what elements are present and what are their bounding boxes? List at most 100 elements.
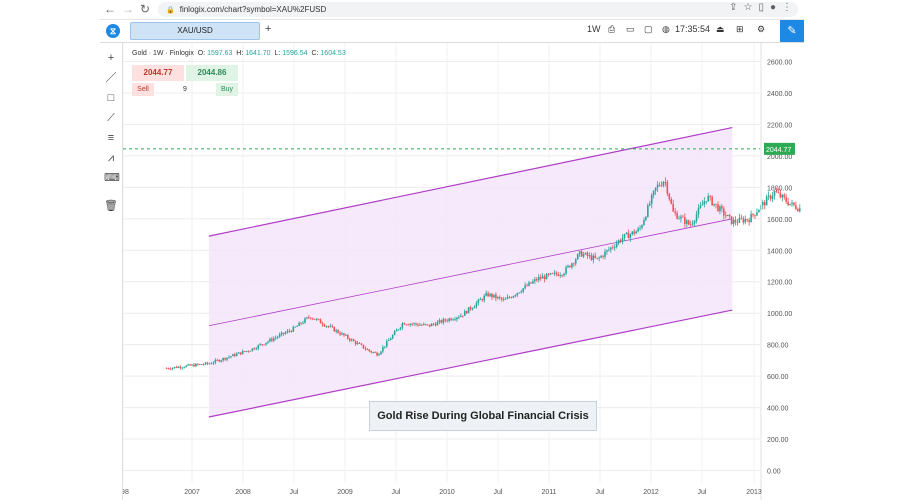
browser-action-icons[interactable]: ⇪☆▯●⋮	[729, 2, 798, 13]
trendline-icon[interactable]: ／	[105, 72, 117, 84]
price-chart[interactable]: 0.00 200.00 400.00 600.00 800.00 1000.00 1200.…	[123, 43, 804, 500]
candle-body	[421, 324, 423, 326]
candle-body	[181, 367, 184, 369]
candle-body	[171, 367, 174, 370]
y-tick-label: 1200.00	[767, 280, 792, 287]
candle-body	[537, 277, 540, 281]
price-axis[interactable]: 0.00 200.00 400.00 600.00 800.00 1000.00 1200.…	[760, 43, 792, 500]
candle-body	[167, 368, 170, 370]
candle-body	[785, 197, 787, 202]
candle-body	[763, 202, 766, 206]
candle-body	[450, 318, 452, 321]
chart-annotation[interactable]: Gold Rise During Global Financial Crisis	[369, 401, 597, 431]
forward-icon[interactable]: →	[122, 2, 134, 16]
candle-body	[674, 211, 676, 214]
edit-icon[interactable]: ✎	[780, 20, 804, 42]
settings-icon[interactable]: ⚙	[757, 24, 766, 34]
candle-body	[586, 252, 589, 257]
candle-body	[678, 218, 680, 220]
candle-body	[555, 272, 558, 275]
y-tick-label: 1400.00	[767, 248, 792, 255]
candle-body	[257, 345, 260, 349]
logo-icon[interactable]: ⧖	[106, 24, 120, 38]
candle-body	[288, 330, 291, 332]
candle-body	[761, 202, 764, 206]
fib-lines-icon[interactable]: ≡	[107, 132, 115, 144]
x-tick-label: Jul	[290, 489, 299, 496]
candle-body	[724, 215, 727, 217]
candle-body	[401, 323, 404, 328]
channel-upper-line	[208, 126, 733, 237]
x-tick-label: Jul	[596, 489, 605, 496]
sell-button[interactable]: Sell	[132, 83, 154, 96]
sell-price[interactable]: 2044.77	[132, 65, 184, 81]
timeframe-button[interactable]: 1W	[587, 24, 601, 34]
candle-body	[793, 202, 795, 206]
buy-price[interactable]: 2044.86	[186, 65, 238, 81]
buy-button[interactable]: Buy	[216, 83, 238, 96]
candle-body	[304, 318, 306, 323]
candle-body	[779, 192, 782, 198]
lock-chart-icon[interactable]: ⏏	[716, 24, 725, 34]
candle-body	[553, 272, 556, 274]
candle-body	[623, 233, 626, 238]
candle-body	[245, 350, 248, 352]
globe-icon[interactable]: ◍	[662, 24, 670, 34]
candle-body	[797, 209, 799, 212]
add-tab-button[interactable]: +	[265, 23, 272, 35]
candle-body	[417, 324, 419, 326]
regression-channel[interactable]	[208, 126, 733, 418]
candle-body	[481, 299, 484, 301]
rectangle-icon[interactable]: □	[107, 92, 115, 104]
candle-body	[296, 325, 298, 327]
x-tick-label: 2012	[643, 489, 659, 496]
symbol-tab[interactable]: XAU/USD	[130, 22, 260, 40]
candle-body	[393, 331, 396, 336]
grid-layout-icon[interactable]: ⊞	[736, 24, 744, 34]
candle-body	[315, 318, 318, 320]
x-tick-label: 2010	[439, 489, 455, 496]
candle-body	[197, 363, 199, 365]
reload-icon[interactable]: ↻	[140, 2, 151, 16]
candle-body	[664, 181, 667, 183]
candle-body	[243, 351, 246, 352]
candle-body	[471, 308, 474, 310]
back-icon[interactable]: ←	[104, 2, 116, 16]
layout-icon[interactable]: ▭	[626, 24, 635, 34]
candle-body	[489, 293, 491, 297]
candle-body	[592, 255, 595, 260]
ruler-icon[interactable]: ⟋	[107, 112, 115, 124]
candle-body	[237, 352, 240, 354]
low-value: 1596.54	[282, 50, 308, 57]
candle-body	[682, 216, 684, 218]
candle-body	[610, 247, 612, 250]
candle-body	[327, 326, 330, 327]
candle-body	[713, 203, 715, 206]
candle-body	[311, 318, 314, 320]
candle-body	[598, 257, 600, 259]
candle-body	[331, 326, 334, 327]
candle-body	[386, 341, 388, 347]
address-bar[interactable]: 🔒 finlogix.com/chart?symbol=XAU%2FUSD	[158, 2, 798, 17]
candle-body	[687, 220, 690, 225]
candle-body	[202, 364, 205, 366]
gann-fan-icon[interactable]: ⩘	[107, 152, 115, 164]
candle-body	[493, 294, 495, 298]
candle-body	[286, 330, 289, 333]
y-tick-label: 1600.00	[767, 217, 792, 224]
candle-body	[475, 302, 478, 307]
candle-body	[611, 247, 614, 249]
clock-time: 17:35:54	[675, 24, 711, 34]
window-icon[interactable]: ▢	[644, 24, 653, 34]
candle-body	[463, 311, 466, 316]
trash-icon[interactable]: 🗑	[104, 200, 118, 212]
crosshair-icon[interactable]: +	[107, 52, 115, 64]
quantity-input[interactable]: 9	[183, 86, 187, 93]
screenshot-icon[interactable]: ⎙	[608, 24, 616, 34]
candle-body	[397, 329, 400, 331]
candle-body	[241, 351, 244, 355]
candle-body	[224, 358, 226, 360]
time-axis[interactable]: 998 2007 2008 Jul 2009 Jul 2010 Jul 2011 Jul 2012 J…	[123, 489, 762, 496]
current-price-tag	[764, 142, 795, 155]
text-note-icon[interactable]: ⌨	[104, 172, 120, 184]
